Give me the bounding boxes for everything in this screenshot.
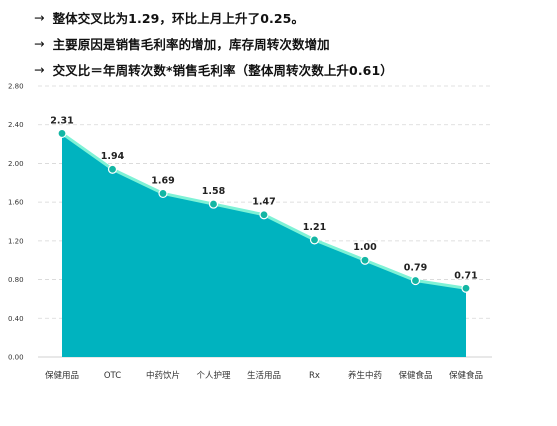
data-point (259, 210, 269, 220)
y-tick-label: 2.80 (8, 83, 24, 91)
data-point (158, 188, 168, 199)
data-labels: 2.31 1.94 1.69 1.58 1.47 1.21 1.00 0.79 0.71 (50, 115, 477, 281)
data-label: 1.58 (202, 186, 226, 197)
data-point (208, 199, 219, 209)
note-line-1: → 整体交叉比为1.29，环比上月上升了0.25。 (34, 4, 393, 30)
x-tick-label: 保健食品 (398, 370, 432, 381)
data-label: 0.79 (404, 263, 427, 274)
x-tick-label: 保健用品 (45, 370, 79, 381)
x-tick-label: 生活用品 (247, 370, 281, 381)
y-tick-label: 1.20 (8, 237, 24, 245)
x-tick-label: Rx (309, 371, 320, 381)
x-tick-label: 养生中药 (348, 370, 382, 381)
data-label: 1.00 (353, 242, 377, 253)
x-tick-label: 中药饮片 (146, 370, 180, 381)
x-tick-label: 保健食品 (449, 370, 483, 381)
note-line-2: → 主要原因是销售毛利率的增加，库存周转次数增加 (34, 30, 393, 56)
data-label: 2.31 (50, 115, 73, 126)
note-text-2: 主要原因是销售毛利率的增加，库存周转次数增加 (52, 36, 330, 52)
arrow-right-icon: → (34, 35, 45, 51)
notes-list: → 整体交叉比为1.29，环比上月上升了0.25。 → 主要原因是销售毛利率的增… (34, 4, 393, 82)
data-label: 1.47 (252, 197, 275, 208)
y-tick-label: 0.80 (8, 276, 24, 284)
y-tick-label: 0.00 (8, 354, 24, 362)
arrow-right-icon: → (34, 61, 45, 77)
area-fill (62, 133, 466, 357)
y-tick-label: 0.40 (8, 315, 24, 323)
area-series (57, 128, 471, 357)
data-point (360, 255, 370, 265)
x-tick-label: 个人护理 (196, 370, 231, 381)
note-line-3: → 交叉比＝年周转次数*销售毛利率（整体周转次数上升0.61） (34, 56, 393, 82)
data-label: 0.71 (454, 270, 477, 281)
data-point (461, 283, 471, 293)
data-label: 1.69 (151, 175, 174, 186)
note-text-3: 交叉比＝年周转次数*销售毛利率（整体周转次数上升0.61） (52, 62, 393, 78)
note-text-1: 整体交叉比为1.29，环比上月上升了0.25。 (52, 10, 305, 26)
x-tick-label: OTC (104, 371, 121, 381)
data-point (309, 235, 320, 245)
arrow-right-icon: → (34, 9, 45, 25)
data-point (57, 128, 67, 139)
y-tick-label: 2.00 (8, 160, 24, 168)
data-label: 1.94 (101, 151, 125, 162)
data-point (107, 164, 118, 174)
y-tick-label: 2.40 (8, 121, 24, 129)
data-label: 1.21 (303, 222, 326, 233)
y-axis-ticks: 0.00 0.40 0.80 1.20 1.60 2.00 2.40 2.80 (8, 83, 24, 362)
x-axis-ticks: 保健用品 OTC 中药饮片 个人护理 生活用品 Rx 养生中药 保健食品 保健食品 (45, 370, 483, 381)
data-point (410, 275, 421, 286)
y-tick-label: 1.60 (8, 199, 24, 207)
